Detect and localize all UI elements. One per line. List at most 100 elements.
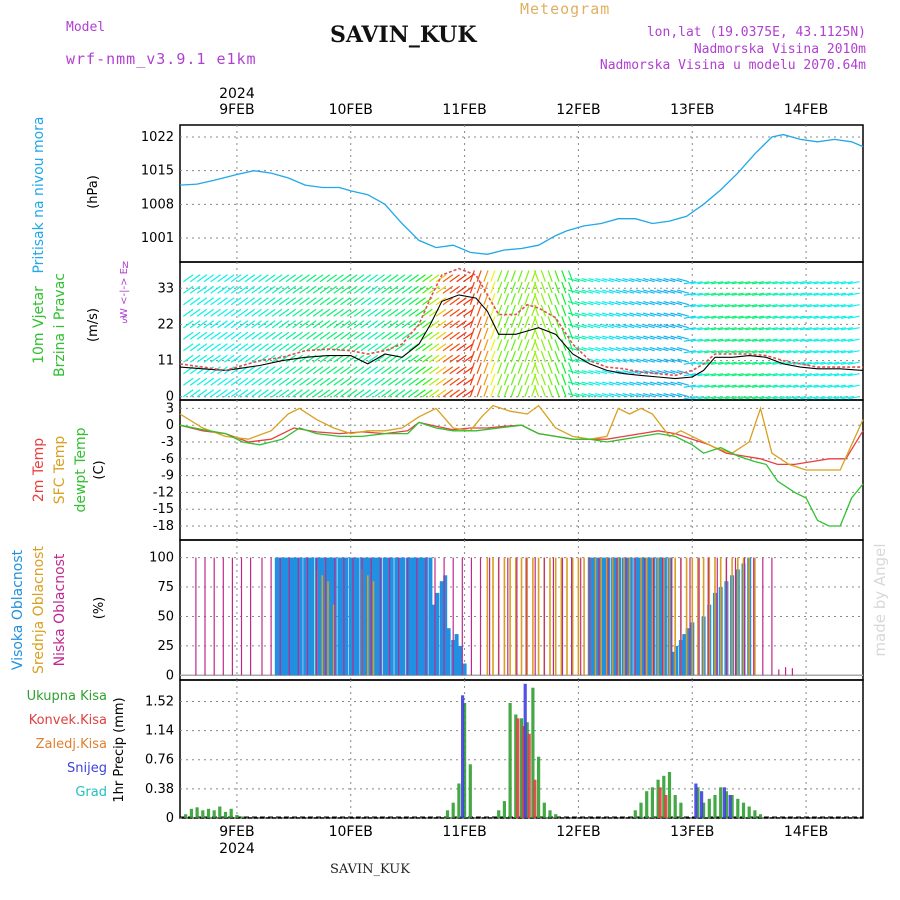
ytick-label: 75 bbox=[157, 580, 174, 595]
wind-barb bbox=[497, 339, 503, 351]
wind-barb bbox=[230, 331, 242, 340]
cloud-bar-low bbox=[231, 557, 233, 676]
cloud-bar-high bbox=[321, 557, 326, 676]
wind-barb bbox=[483, 316, 489, 328]
wind-barb bbox=[367, 354, 379, 363]
wind-barb bbox=[456, 285, 467, 294]
cloud-bar-high bbox=[386, 557, 391, 676]
wind-barb bbox=[265, 331, 276, 340]
wind-barb bbox=[567, 381, 580, 386]
precip-bar-total bbox=[713, 795, 717, 818]
wind-barb bbox=[463, 377, 474, 386]
wind-barb bbox=[312, 377, 324, 386]
cloud-bar-low bbox=[489, 557, 491, 676]
wind-barb bbox=[285, 297, 297, 306]
wind-barb bbox=[346, 320, 358, 329]
wind-barb bbox=[346, 366, 358, 375]
wind-barb bbox=[677, 312, 689, 317]
wind-barb bbox=[547, 281, 553, 294]
wind-barb bbox=[820, 281, 833, 285]
wind-barb bbox=[629, 358, 642, 363]
wind-barb bbox=[230, 354, 242, 363]
wind-barb bbox=[340, 389, 351, 398]
wind-barb bbox=[524, 373, 530, 386]
wind-barb bbox=[189, 331, 201, 340]
wind-barb bbox=[285, 354, 297, 363]
ytick-label: -12 bbox=[153, 485, 174, 500]
cloud-bar-mid bbox=[554, 557, 557, 676]
wind-barb bbox=[649, 347, 662, 352]
wind-barb bbox=[608, 393, 621, 398]
wind-barb bbox=[847, 315, 860, 319]
precip-bar-total bbox=[212, 810, 216, 818]
wind-barb bbox=[374, 297, 385, 306]
cloud-bar-mid bbox=[714, 557, 716, 676]
wind-barb bbox=[435, 354, 447, 363]
wind-barb bbox=[608, 289, 621, 294]
wind-barb bbox=[533, 316, 540, 328]
wind-barb bbox=[731, 327, 744, 331]
cloud-bar-high bbox=[670, 651, 675, 676]
wind-barb bbox=[840, 396, 853, 400]
wind-barb bbox=[217, 274, 228, 283]
wind-barb bbox=[326, 331, 338, 340]
wind-barb bbox=[724, 350, 737, 354]
wind-barb bbox=[408, 320, 419, 329]
wind-barb bbox=[567, 278, 580, 283]
ylabel-wind-2: Brzina i Pravac bbox=[52, 273, 68, 377]
wind-barb bbox=[217, 354, 228, 363]
wind-barb bbox=[422, 331, 433, 340]
wind-barb bbox=[196, 320, 208, 329]
ytick-label: 0.76 bbox=[145, 753, 174, 768]
wind-barb bbox=[772, 361, 785, 365]
wind-barb bbox=[285, 308, 297, 317]
wind-barb bbox=[319, 274, 331, 283]
wind-barb bbox=[649, 393, 662, 398]
wind-barb bbox=[663, 335, 676, 340]
wind-barb bbox=[183, 297, 194, 306]
wind-barb bbox=[567, 393, 580, 398]
wind-barb bbox=[326, 354, 338, 363]
wind-barb bbox=[244, 389, 256, 398]
wind-barb bbox=[642, 301, 655, 306]
wind-barb bbox=[401, 354, 413, 363]
cloud-bar-low bbox=[698, 557, 700, 676]
wind-barb bbox=[642, 358, 655, 363]
wind-barb bbox=[608, 335, 621, 340]
wind-barb bbox=[435, 343, 447, 352]
cloud-bar-high bbox=[401, 557, 406, 676]
wind-barb bbox=[224, 389, 235, 398]
wind-barb bbox=[663, 301, 676, 306]
wind-barb bbox=[840, 361, 853, 365]
wind-barb bbox=[847, 373, 860, 377]
wind-barb bbox=[758, 396, 771, 400]
wind-barb bbox=[670, 358, 683, 363]
cloud-bar-low bbox=[671, 557, 673, 676]
wind-barb bbox=[217, 331, 228, 340]
wind-barb bbox=[517, 362, 523, 374]
wind-barb bbox=[183, 331, 194, 340]
wind-barb bbox=[636, 347, 649, 352]
wind-barb bbox=[497, 350, 503, 363]
wind-barb bbox=[595, 312, 608, 317]
wind-barb bbox=[408, 366, 419, 375]
wind-barb bbox=[230, 389, 242, 398]
wind-barb bbox=[711, 350, 724, 354]
wind-barb bbox=[758, 350, 771, 354]
wind-barb bbox=[642, 393, 655, 398]
wind-barb bbox=[189, 389, 201, 398]
wind-barb bbox=[595, 278, 608, 283]
wind-barb bbox=[663, 278, 676, 283]
wind-barb bbox=[574, 324, 587, 329]
wind-barb bbox=[312, 285, 324, 294]
wind-barb bbox=[292, 285, 303, 294]
wind-barb bbox=[615, 324, 628, 329]
wind-barb bbox=[374, 308, 385, 317]
wind-barb bbox=[731, 338, 744, 342]
wind-barb bbox=[847, 281, 860, 285]
cloud-bar-low bbox=[589, 557, 591, 676]
wind-barb bbox=[847, 327, 860, 331]
wind-barb bbox=[670, 312, 683, 317]
wind-barb bbox=[244, 343, 256, 352]
wind-barb bbox=[567, 324, 580, 329]
